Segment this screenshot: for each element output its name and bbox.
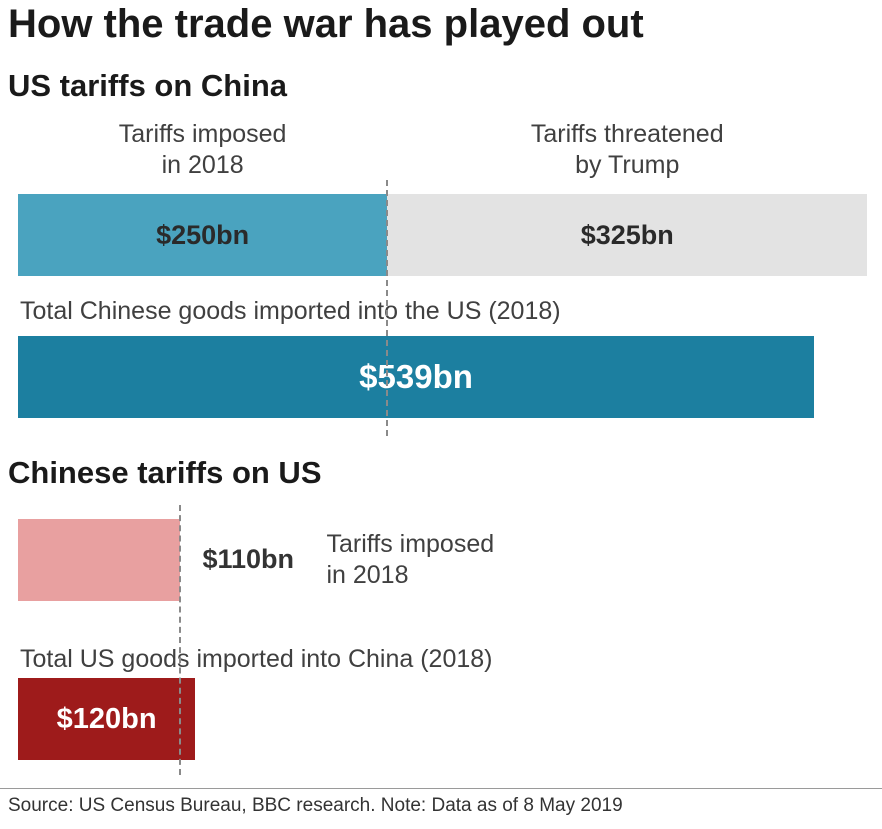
us-imposed-bar: $250bn [18, 194, 388, 276]
china-total-bar: $120bn [18, 678, 196, 760]
us-imposed-caption: Tariffs imposed in 2018 [118, 120, 287, 179]
china-total-caption: Total US goods imported into China (2018… [20, 645, 493, 673]
china-imposed-caption: Tariffs imposed in 2018 [326, 530, 495, 589]
us-threatened-value-label: $325bn [580, 219, 674, 250]
us-total-value-label: $539bn [359, 358, 473, 395]
china-tariffs-section-title: Chinese tariffs on US [8, 455, 322, 490]
china-total-value-label: $120bn [56, 702, 157, 735]
chart-title: How the trade war has played out [8, 2, 644, 46]
us-tariffs-section-title: US tariffs on China [8, 68, 288, 103]
china-imposed-divider-line [179, 505, 182, 775]
us-total-caption: Total Chinese goods imported into the US… [20, 297, 561, 325]
source-note: Source: US Census Bureau, BBC research. … [8, 795, 623, 816]
us-total-bar: $539bn [18, 336, 815, 418]
source-divider [0, 788, 882, 789]
china-imposed-value-label: $110bn [202, 544, 295, 574]
us-threatened-bar: $325bn [387, 194, 868, 276]
us-imposed-divider-line [386, 180, 389, 436]
us-imposed-value-label: $250bn [156, 219, 250, 250]
us-threatened-caption: Tariffs threatened by Trump [530, 120, 724, 179]
china-imposed-bar [18, 519, 181, 601]
